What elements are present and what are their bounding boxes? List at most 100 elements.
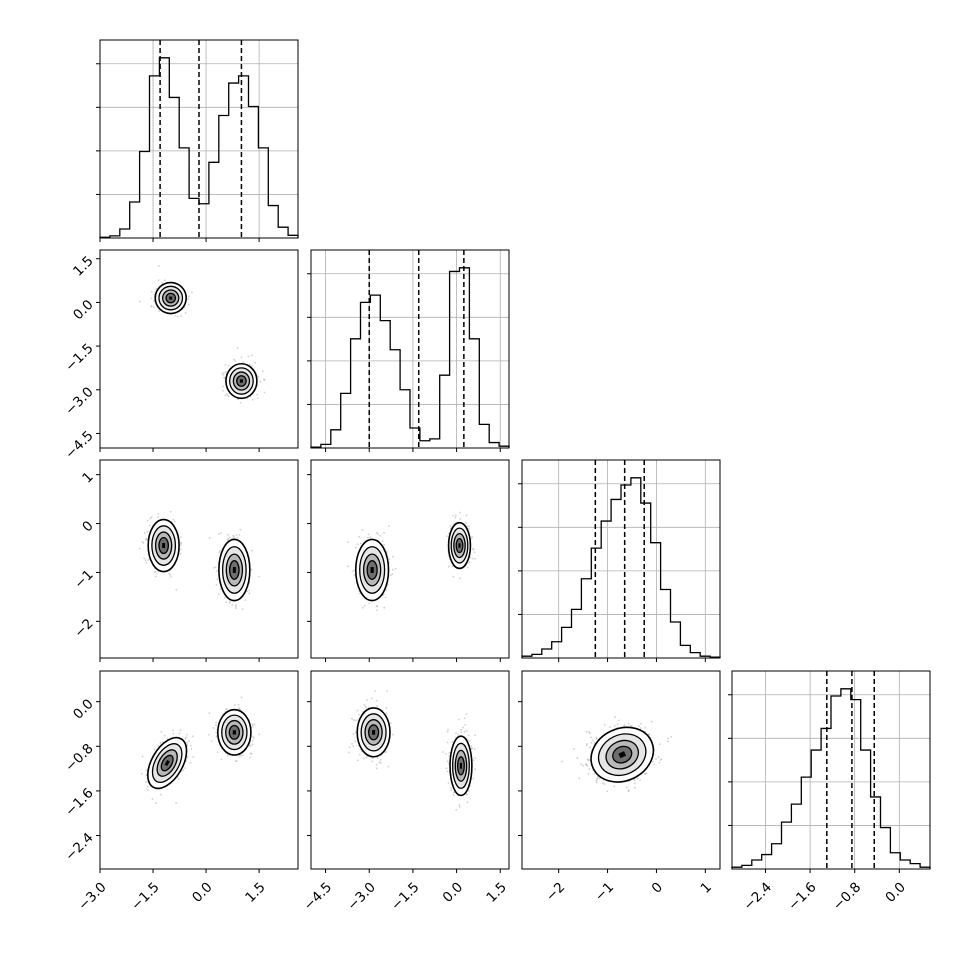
density-peak [618, 751, 627, 759]
contour-2 [156, 749, 178, 777]
contour-3 [367, 724, 380, 741]
y-tick-label: −4.5 [62, 428, 96, 462]
density-peak [164, 759, 170, 767]
density-cluster-0 [138, 510, 183, 591]
panel-frame [99, 459, 299, 659]
x-tick-label: −4.5 [301, 879, 335, 913]
contour-1 [151, 743, 183, 783]
contour-0 [449, 735, 473, 797]
contour-0 [218, 538, 251, 602]
y-tick-label: 0.0 [70, 297, 97, 324]
x-tick-label: −1.6 [785, 879, 819, 913]
density-peak [162, 543, 166, 549]
contour-2 [454, 749, 468, 782]
contour-2 [605, 739, 640, 770]
x-tick-label: 1 [698, 879, 715, 896]
x-tick-label: 1.5 [242, 879, 269, 906]
panel-background [311, 671, 509, 869]
contour-1 [359, 546, 386, 594]
y-tick-label: −2 [71, 616, 96, 641]
histogram-steps [310, 267, 510, 448]
contour-2 [154, 531, 173, 560]
contour-3 [165, 292, 177, 304]
x-tick-label: 0.0 [440, 879, 467, 906]
x-tick-label: −2.4 [741, 879, 775, 913]
y-tick-label: −3.0 [62, 384, 96, 418]
contour-1 [221, 714, 248, 751]
density-cluster-1 [446, 511, 476, 580]
y-tick-label: −2.4 [62, 830, 96, 864]
density-peak [370, 567, 374, 573]
density-cluster-1 [208, 696, 261, 763]
contour-1 [360, 713, 387, 752]
contour-0 [354, 538, 390, 602]
density-peak [232, 730, 236, 735]
contour-0 [216, 708, 252, 756]
x-tick-label: −1.5 [128, 879, 162, 913]
contour-0 [154, 281, 187, 315]
contour-3 [229, 560, 240, 580]
panels-layer [96, 39, 931, 873]
density-cluster-0 [138, 264, 193, 318]
contour-0 [447, 521, 472, 570]
contour-3 [160, 754, 174, 772]
density-cluster-0 [561, 716, 673, 793]
contour-2 [225, 553, 244, 587]
contour-1 [229, 367, 254, 395]
density-peak [232, 567, 236, 573]
scatter-panel-2-1 [307, 459, 510, 662]
contour-3 [236, 375, 247, 387]
y-tick-label: 0.0 [70, 696, 97, 723]
contour-3 [455, 537, 464, 554]
contour-0 [147, 518, 180, 573]
histogram-panel-3 [728, 670, 931, 873]
histogram-panel-0 [96, 39, 299, 242]
contour-3 [612, 745, 633, 764]
contour-2 [232, 371, 251, 391]
contour-1 [452, 742, 470, 789]
histogram-steps [521, 477, 721, 658]
x-tick-label: −2 [543, 879, 568, 904]
x-tick-label: −3.0 [344, 879, 378, 913]
panel-frame [521, 459, 721, 659]
y-tick-label: −0.8 [62, 741, 96, 775]
scatter-panel-3-2 [518, 670, 721, 873]
panel-frame [310, 670, 510, 870]
panel-background [311, 460, 509, 658]
scatter-panel-3-0 [96, 670, 299, 873]
y-tick-label: 1 [79, 469, 96, 486]
contour-0 [590, 726, 655, 783]
scatter-panel-1-0 [96, 249, 299, 452]
contour-2 [364, 719, 383, 746]
panel-background [100, 671, 298, 869]
contour-3 [228, 724, 241, 740]
density-peak [169, 296, 173, 300]
histogram-panel-2 [518, 459, 721, 662]
y-tick-label: 0 [79, 518, 96, 535]
y-tick-label: −1 [71, 567, 96, 592]
histogram-steps [731, 688, 931, 869]
contour-3 [366, 560, 378, 580]
panel-frame [99, 39, 299, 239]
contour-0 [356, 707, 391, 758]
panel-frame [310, 459, 510, 659]
x-tick-label: −1.5 [388, 879, 422, 913]
y-tick-label: −1.5 [62, 340, 96, 374]
contour-2 [362, 553, 382, 587]
contour-3 [158, 537, 169, 555]
x-tick-label: 0.0 [882, 879, 909, 906]
scatter-panel-3-1 [307, 670, 510, 873]
panel-frame [521, 670, 721, 870]
contour-2 [162, 289, 180, 307]
contour-2 [225, 719, 244, 745]
histogram-panel-1 [307, 249, 510, 452]
contour-2 [453, 532, 466, 559]
contour-0 [225, 362, 258, 400]
density-peak [239, 379, 243, 383]
x-tick-label: −0.8 [830, 879, 864, 913]
panel-background [100, 460, 298, 658]
density-cluster-1 [221, 347, 266, 404]
contour-1 [158, 285, 184, 311]
x-tick-label: −1 [592, 879, 617, 904]
density-cluster-0 [140, 729, 195, 804]
